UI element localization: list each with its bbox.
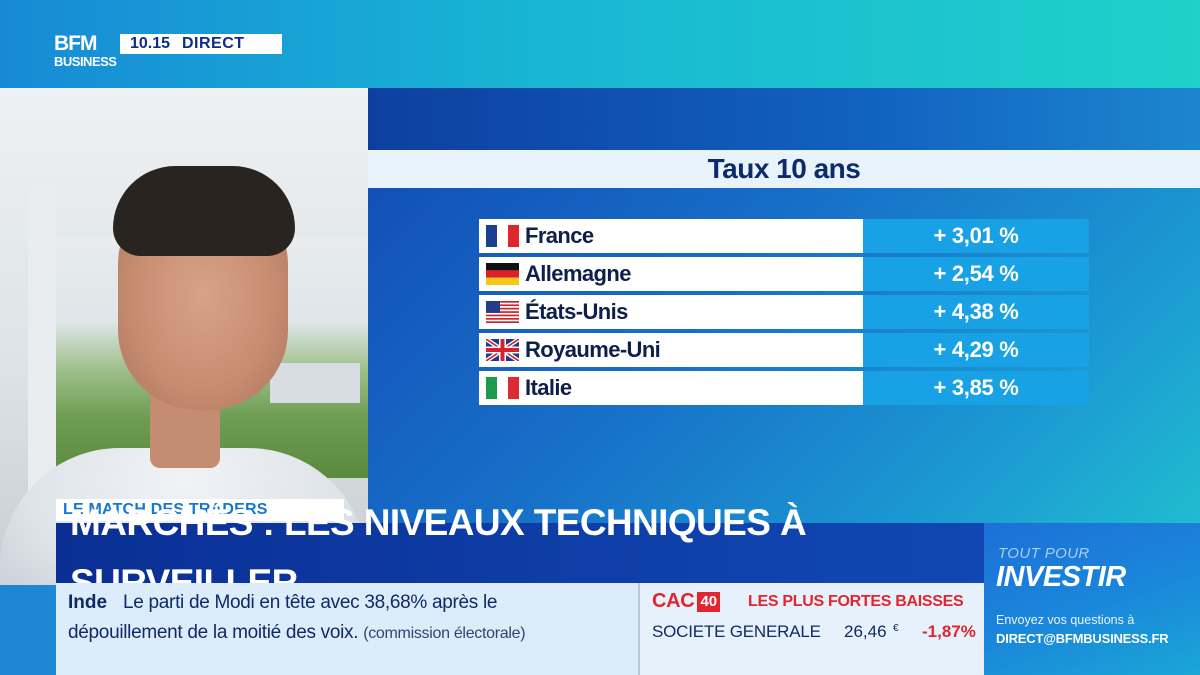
rate-cell: + 3,85 % <box>863 371 1089 405</box>
rate-value: + 3,85 % <box>933 375 1019 400</box>
ticker-text-line2: dépouillement de la moitié des voix. (co… <box>68 622 526 644</box>
news-ticker: Inde Le parti de Modi en tête avec 38,68… <box>56 583 638 675</box>
rate-cell: + 2,54 % <box>863 257 1089 291</box>
index-number: 40 <box>697 591 721 612</box>
italy-flag-icon <box>486 377 519 399</box>
headline-bar: MARCHÉS : LES NIVEAUX TECHNIQUES À SURVE… <box>56 502 984 603</box>
table-row: Italie + 3,85 % <box>479 371 1089 405</box>
index-name: CAC <box>652 590 695 612</box>
table-row: Allemagne + 2,54 % <box>479 257 1089 291</box>
country-cell: États-Unis <box>479 295 863 329</box>
table-row: France + 3,01 % <box>479 219 1089 253</box>
panel-title-band <box>368 150 1200 188</box>
table-row: États-Unis + 4,38 % <box>479 295 1089 329</box>
segment-tag: LE MATCH DES TRADERS <box>56 499 344 521</box>
germany-flag-icon <box>486 263 519 285</box>
country-cell: Allemagne <box>479 257 863 291</box>
country-name: Allemagne <box>525 261 631 286</box>
stock-name: SOCIETE GENERALE <box>652 622 821 641</box>
stock-change: -1,87% <box>922 622 976 641</box>
market-heading: LES PLUS FORTES BAISSES <box>748 593 964 610</box>
promo-invite: Envoyez vos questions à <box>996 613 1135 627</box>
country-name: États-Unis <box>525 299 628 324</box>
panel-header-bar <box>368 88 1200 150</box>
rate-value: + 2,54 % <box>933 261 1019 286</box>
country-cell: Royaume-Uni <box>479 333 863 367</box>
stock-price: 26,46 <box>844 622 887 641</box>
promo-tagline: TOUT POUR <box>998 545 1090 562</box>
country-cell: Italie <box>479 371 863 405</box>
logo-business-text: BUSINESS <box>54 54 117 69</box>
market-box: CAC 40 LES PLUS FORTES BAISSES SOCIETE G… <box>638 583 984 675</box>
table-row: Royaume-Uni + 4,29 % <box>479 333 1089 367</box>
rate-cell: + 4,29 % <box>863 333 1089 367</box>
usa-flag-icon <box>486 301 519 323</box>
country-name: Italie <box>525 375 572 400</box>
ticker-text-line2-main: dépouillement de la moitié des voix. <box>68 622 359 643</box>
panel-title: Taux 10 ans <box>707 153 861 184</box>
uk-flag-icon <box>486 339 519 361</box>
rate-value: + 4,29 % <box>933 337 1019 362</box>
country-cell: France <box>479 219 863 253</box>
logo-bfm-text: BFM <box>54 32 97 55</box>
stock-currency: € <box>893 623 899 634</box>
segment-label: LE MATCH DES TRADERS <box>63 501 268 518</box>
country-name: France <box>525 223 594 248</box>
ticker-text-line1: Le parti de Modi en tête avec 38,68% apr… <box>123 592 498 613</box>
country-name: Royaume-Uni <box>525 337 661 362</box>
rate-value: + 3,01 % <box>933 223 1019 248</box>
rate-cell: + 4,38 % <box>863 295 1089 329</box>
france-flag-icon <box>486 225 519 247</box>
live-label: DIRECT <box>182 35 245 52</box>
clock-time: 10.15 <box>130 35 171 52</box>
ticker-topic: Inde <box>68 592 108 613</box>
live-clock-box: 10.15 DIRECT <box>120 34 282 54</box>
channel-logo: BFM BUSINESS <box>54 33 118 73</box>
background-building <box>270 363 360 403</box>
rate-value: + 4,38 % <box>933 299 1019 324</box>
presenter-hair <box>113 166 295 256</box>
rate-cell: + 3,01 % <box>863 219 1089 253</box>
index-logo: CAC 40 <box>652 590 721 613</box>
promo-email: DIRECT@BFMBUSINESS.FR <box>996 631 1169 646</box>
promo-brand: INVESTIR <box>996 561 1126 593</box>
ticker-source: (commission électorale) <box>363 625 526 642</box>
promo-box: TOUT POUR INVESTIR Envoyez vos questions… <box>984 523 1200 675</box>
